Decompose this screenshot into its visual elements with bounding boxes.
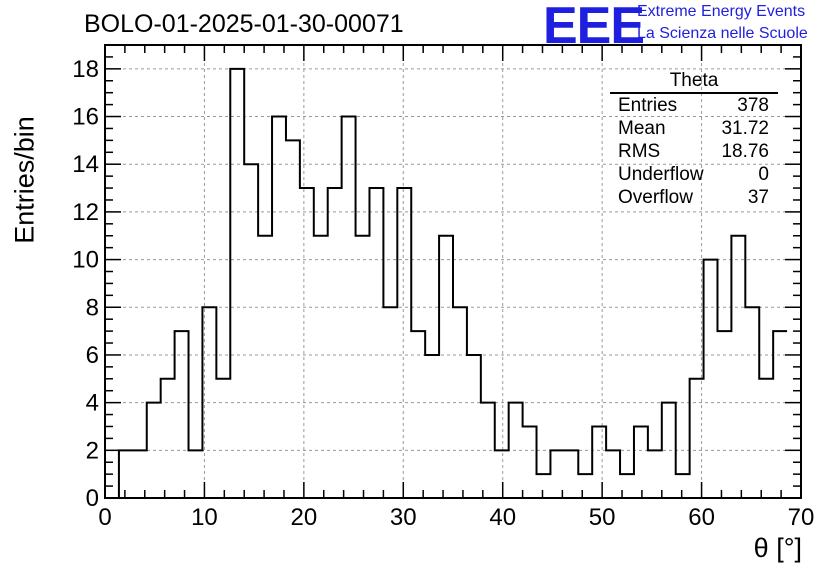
chart-title: BOLO-01-2025-01-30-00071 — [84, 10, 404, 38]
stats-label: Overflow — [618, 187, 693, 208]
stats-value: 18.76 — [721, 141, 769, 162]
stats-row-rms: RMS 18.76 — [610, 140, 778, 163]
y-tick-label: 6 — [86, 342, 99, 369]
x-tick-label: 10 — [191, 504, 218, 531]
stats-label: Underflow — [618, 164, 704, 185]
y-tick-label: 16 — [72, 104, 99, 131]
y-tick-label: 12 — [72, 199, 99, 226]
logo-line-1: Extreme Energy Events — [637, 3, 806, 20]
y-tick-label: 18 — [72, 56, 99, 83]
plot-frame — [104, 44, 802, 499]
stats-row-underflow: Underflow 0 — [610, 163, 778, 186]
stats-box: Theta Entries 378 Mean 31.72 RMS 18.76 U… — [610, 70, 778, 209]
logo-line-2: La Scienza nelle Scuole — [637, 25, 808, 42]
stats-value: 0 — [758, 164, 769, 185]
y-tick-label: 0 — [86, 485, 99, 512]
y-tick-label: 4 — [86, 390, 99, 417]
y-tick-label: 2 — [86, 437, 99, 464]
x-tick-label: 70 — [788, 504, 815, 531]
x-tick-label: 30 — [390, 504, 417, 531]
y-tick-label: 10 — [72, 247, 99, 274]
x-tick-label: 20 — [291, 504, 318, 531]
stats-row-mean: Mean 31.72 — [610, 117, 778, 140]
x-tick-label: 40 — [489, 504, 516, 531]
stats-label: Entries — [618, 95, 678, 116]
y-tick-label: 14 — [72, 151, 99, 178]
histogram-line — [117, 67, 788, 498]
x-tick-label: 60 — [688, 504, 715, 531]
eee-logo: EEE — [543, 0, 645, 55]
y-tick-label: 8 — [86, 294, 99, 321]
stats-label: Mean — [618, 118, 666, 139]
stats-value: 378 — [737, 95, 769, 116]
stats-row-entries: Entries 378 — [610, 94, 778, 117]
x-axis-label: θ [°] — [753, 533, 802, 563]
stats-row-overflow: Overflow 37 — [610, 186, 778, 209]
stats-label: RMS — [618, 141, 661, 162]
stats-title: Theta — [610, 70, 778, 94]
stats-value: 31.72 — [721, 118, 769, 139]
x-tick-label: 0 — [98, 504, 111, 531]
x-tick-label: 50 — [589, 504, 616, 531]
stats-value: 37 — [747, 187, 769, 208]
